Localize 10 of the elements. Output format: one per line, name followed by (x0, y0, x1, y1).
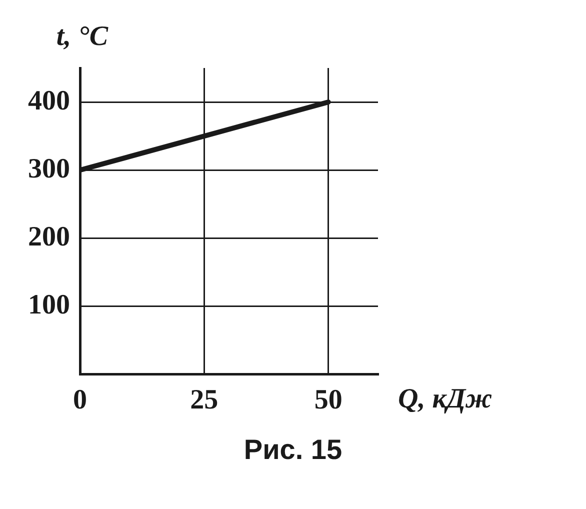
y-tick-label: 300 (28, 153, 70, 184)
x-tick-label: 0 (73, 384, 87, 416)
y-tick-label: 400 (28, 85, 70, 116)
x-tick-label: 25 (190, 384, 218, 416)
text: Рис. 15 (242, 434, 344, 466)
x-tick-label: 50 (314, 384, 342, 416)
y-tick-label: 200 (28, 221, 70, 252)
x-axis-title: Q, кДж (398, 384, 493, 415)
y-axis-title: t, °C (56, 21, 108, 52)
y-tick-label: 100 (28, 290, 70, 321)
